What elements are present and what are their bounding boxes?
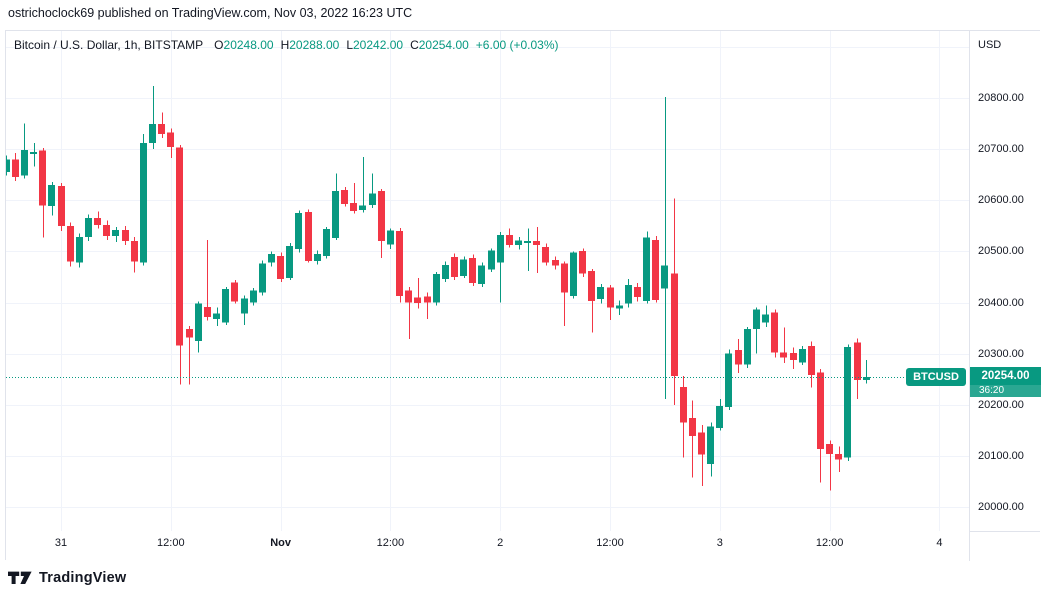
bar-countdown: 36:20 — [970, 385, 1041, 398]
ohlc-value: 20254.00 — [418, 38, 469, 52]
time-axis-label: 12:00 — [376, 537, 405, 549]
time-axis-label: 3 — [716, 537, 723, 549]
ohlc-label: H — [280, 38, 290, 52]
time-axis[interactable]: 31 12:00 Nov 12:00 2 12:00 3 12:00 4 — [6, 531, 969, 560]
ohlc-label: C — [410, 38, 419, 52]
price-axis-label: 20200.00 — [978, 398, 1024, 411]
time-axis-label: Nov — [270, 537, 291, 549]
change-value: +6.00 (+0.03%) — [475, 38, 559, 52]
time-axis-label: 12:00 — [596, 537, 624, 549]
price-axis-label: 20400.00 — [978, 296, 1024, 309]
tradingview-logo-icon — [8, 571, 32, 585]
publisher-line: ostrichoclock69 published on TradingView… — [8, 6, 413, 20]
price-axis-label: 20100.00 — [978, 449, 1024, 462]
price-axis-unit: USD — [978, 39, 1002, 51]
time-axis-label: 12:00 — [157, 537, 185, 549]
price-axis[interactable]: USD 20254.00 36:20 20800.00 20700.00 20600… — [969, 31, 1041, 561]
ohlc-value: 20248.00 — [223, 38, 274, 52]
time-axis-label: 31 — [54, 537, 68, 549]
chart-frame: Bitcoin / U.S. Dollar, 1h, BITSTAMP O2024… — [5, 30, 1041, 561]
price-axis-label: 20500.00 — [978, 245, 1024, 258]
candlestick-plot[interactable] — [6, 31, 969, 531]
ohlc-value: 20242.00 — [353, 38, 404, 52]
ohlc-values: O20248.00 H20288.00 L20242.00 C20254.00 — [207, 38, 469, 52]
ohlc-value: 20288.00 — [289, 38, 340, 52]
time-axis-label: 12:00 — [815, 537, 844, 549]
price-axis-label: 20000.00 — [978, 501, 1024, 513]
time-axis-label: 4 — [936, 537, 943, 549]
price-axis-label: 20300.00 — [978, 347, 1024, 360]
ohlc-label: O — [214, 38, 224, 52]
symbol-badge: BTCUSD — [906, 368, 966, 387]
price-axis-label: 20800.00 — [978, 92, 1024, 104]
time-axis-label: 2 — [497, 537, 504, 549]
ohlc-label: L — [346, 38, 353, 52]
tradingview-attribution[interactable]: TradingView — [8, 567, 126, 589]
chart-legend: Bitcoin / U.S. Dollar, 1h, BITSTAMP O2024… — [14, 38, 559, 52]
symbol-title: Bitcoin / U.S. Dollar, 1h, BITSTAMP — [14, 38, 204, 52]
last-price-label: 20254.00 36:20 — [970, 367, 1041, 398]
price-axis-label: 20600.00 — [978, 194, 1024, 207]
last-price-value: 20254.00 — [981, 370, 1030, 383]
tradingview-brand: TradingView — [39, 570, 127, 586]
price-axis-label: 20700.00 — [978, 143, 1024, 156]
